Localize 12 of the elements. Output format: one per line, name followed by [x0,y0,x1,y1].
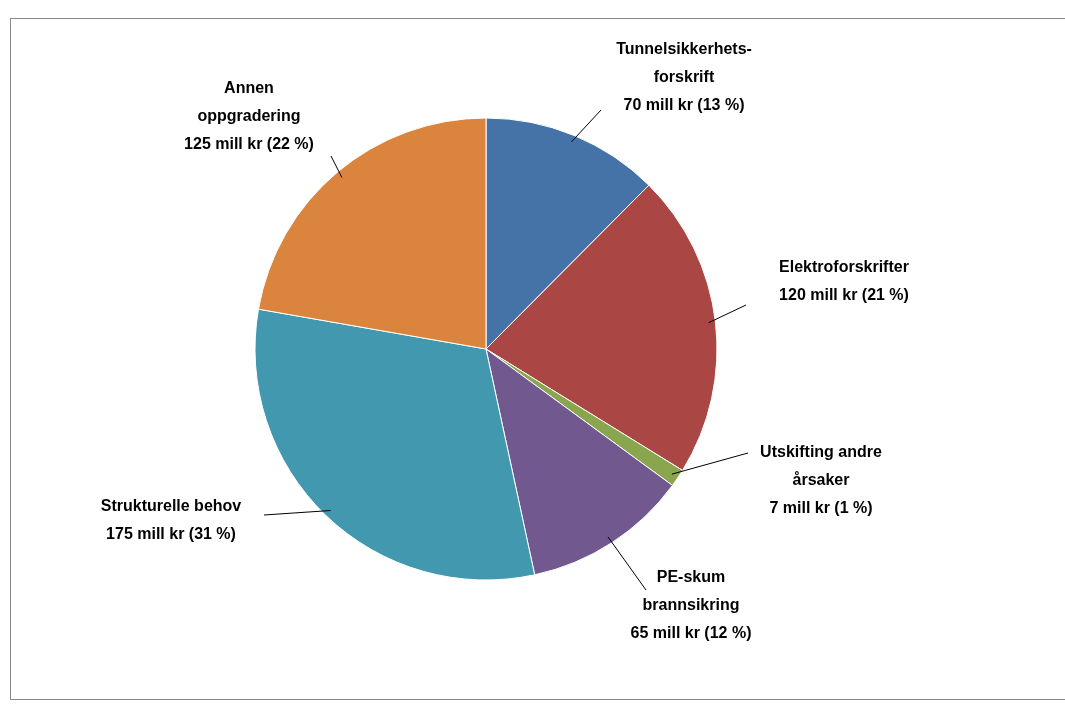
data-label: 125 mill kr (22 %) [184,135,314,152]
slice-label: Strukturelle behov [100,497,242,514]
slice-label: Annen oppgradering [197,79,301,124]
slice-label: Utskifting andre årsaker [760,443,882,488]
data-label: 120 mill kr (21 %) [779,286,909,303]
slice-label: Elektroforskrifter [779,258,909,275]
data-label: 70 mill kr (13 %) [623,96,745,113]
slice-label: PE-skum brannsikring [642,568,740,613]
slice-label: Tunnelsikkerhets-forskrift [616,40,752,85]
data-label: 175 mill kr (31 %) [106,525,236,542]
data-label: 7 mill kr (1 %) [769,499,873,516]
data-label: 65 mill kr (12 %) [630,624,752,641]
